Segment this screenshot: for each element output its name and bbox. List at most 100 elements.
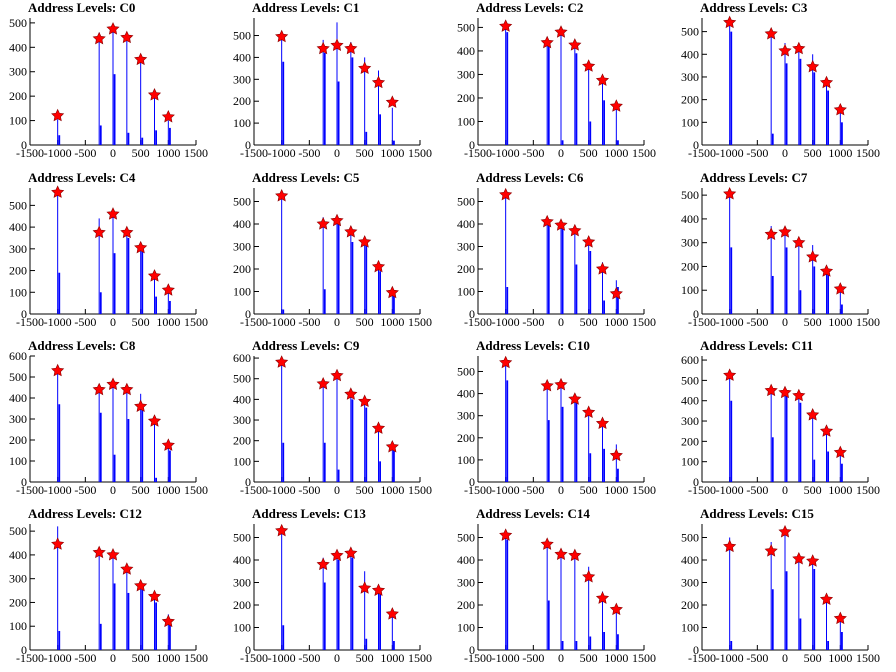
peak-marker xyxy=(344,224,358,238)
chart-panel-4: Address Levels: C40100200300400500-1500-… xyxy=(9,170,208,329)
peak-marker xyxy=(147,414,162,427)
peak-marker xyxy=(609,99,623,112)
x-tick-label: -1000 xyxy=(268,146,296,160)
peak-marker xyxy=(275,188,289,202)
peak-marker xyxy=(833,445,847,459)
x-tick-label: 1500 xyxy=(856,651,880,665)
y-tick-label: 500 xyxy=(9,198,27,212)
y-tick-label: 300 xyxy=(681,70,699,84)
x-tick-label: -500 xyxy=(74,146,96,160)
x-tick-label: -500 xyxy=(522,651,544,665)
chart-panel-11: Address Levels: C11 0 100 200 300 400 500 600 -1… xyxy=(681,338,880,497)
x-tick-label: -1000 xyxy=(492,146,520,160)
y-tick-label: 200 xyxy=(681,93,699,107)
x-tick-label: 0 xyxy=(782,483,788,497)
x-tick-label: 500 xyxy=(356,651,374,665)
peak-marker xyxy=(330,38,344,51)
y-tick-label: 0 xyxy=(245,643,251,657)
peak-marker xyxy=(51,537,65,550)
peak-marker xyxy=(385,95,399,108)
peak-marker xyxy=(723,187,737,200)
peak-marker xyxy=(330,368,344,382)
peak-marker xyxy=(723,539,737,553)
peak-marker xyxy=(51,185,65,198)
peak-marker xyxy=(275,523,289,537)
chart-title: Address Levels: C11 xyxy=(700,338,813,353)
x-tick-label: 1500 xyxy=(856,315,880,329)
peak-marker xyxy=(92,31,106,45)
x-tick-label: 1500 xyxy=(184,315,208,329)
peak-marker xyxy=(764,227,778,240)
x-tick-label: 1000 xyxy=(604,315,628,329)
x-tick-label: -1000 xyxy=(492,483,520,497)
chart-title: Address Levels: C6 xyxy=(476,170,584,185)
x-tick-label: 500 xyxy=(804,146,822,160)
y-tick-label: 300 xyxy=(233,576,251,590)
chart-panel-2: Address Levels: C20100200300400500-1500-… xyxy=(457,0,656,160)
peak-marker xyxy=(316,557,330,571)
chart-title: Address Levels: C12 xyxy=(28,506,142,521)
peak-marker xyxy=(51,363,65,377)
x-tick-label: -500 xyxy=(298,146,320,160)
peak-marker xyxy=(92,545,106,559)
peak-marker xyxy=(147,88,162,101)
x-tick-label: -1500 xyxy=(688,146,716,160)
x-tick-label: -1000 xyxy=(716,315,744,329)
peak-marker xyxy=(764,26,778,40)
x-tick-label: 0 xyxy=(110,146,116,160)
x-tick-label: 0 xyxy=(782,651,788,665)
chart-panel-6: Address Levels: C60100200300400500-1500-… xyxy=(457,170,656,329)
y-tick-label: 0 xyxy=(469,307,475,321)
y-tick-label: 400 xyxy=(233,553,251,567)
y-tick-label: 100 xyxy=(9,114,27,128)
y-tick-label: 200 xyxy=(681,259,699,273)
y-tick-label: 500 xyxy=(233,29,251,43)
x-tick-label: 500 xyxy=(356,483,374,497)
x-tick-label: 500 xyxy=(804,315,822,329)
x-tick-label: -500 xyxy=(522,146,544,160)
y-tick-label: 0 xyxy=(469,643,475,657)
peak-marker xyxy=(371,75,386,89)
peak-marker xyxy=(120,225,134,239)
x-tick-label: -500 xyxy=(298,315,320,329)
y-tick-label: 300 xyxy=(9,572,27,586)
y-tick-label: 100 xyxy=(9,619,27,633)
y-tick-label: 0 xyxy=(245,475,251,489)
y-tick-label: 300 xyxy=(681,414,699,428)
y-tick-label: 200 xyxy=(681,598,699,612)
y-tick-label: 300 xyxy=(457,67,475,81)
y-tick-label: 400 xyxy=(457,217,475,231)
x-tick-label: -1500 xyxy=(16,146,44,160)
y-tick-label: 500 xyxy=(681,25,699,39)
y-tick-label: 400 xyxy=(9,40,27,54)
peak-marker xyxy=(120,562,134,575)
x-tick-label: -1500 xyxy=(464,483,492,497)
chart-panel-12: Address Levels: C12 0 100 200 300 400 500 -1500… xyxy=(9,506,208,665)
chart-panel-15: Address Levels: C15 0 100 200 300 400 500 -1500… xyxy=(681,506,880,665)
y-tick-label: 100 xyxy=(457,114,475,128)
peak-marker xyxy=(371,583,386,596)
x-tick-label: 0 xyxy=(334,651,340,665)
y-tick-label: 400 xyxy=(457,44,475,58)
x-tick-label: 500 xyxy=(804,651,822,665)
y-tick-label: 100 xyxy=(681,283,699,297)
x-tick-label: 1000 xyxy=(380,651,404,665)
y-tick-label: 500 xyxy=(9,524,27,538)
x-tick-label: -1000 xyxy=(268,651,296,665)
peak-marker xyxy=(540,378,554,392)
y-tick-label: 300 xyxy=(9,65,27,79)
x-tick-label: -1000 xyxy=(268,315,296,329)
y-tick-label: 200 xyxy=(233,94,251,108)
x-tick-label: 500 xyxy=(580,146,598,160)
x-tick-label: 1500 xyxy=(632,146,656,160)
y-tick-label: 0 xyxy=(693,138,699,152)
peak-marker xyxy=(792,235,806,249)
peak-marker xyxy=(330,213,344,227)
y-tick-label: 0 xyxy=(469,475,475,489)
x-tick-label: -500 xyxy=(74,651,96,665)
x-tick-label: -1500 xyxy=(240,315,268,329)
peak-marker xyxy=(499,528,513,541)
chart-panel-10: Address Levels: C10 0 100 200 300 400 500 -1500… xyxy=(457,338,656,497)
peak-marker xyxy=(161,438,175,451)
chart-title: Address Levels: C1 xyxy=(252,0,359,15)
